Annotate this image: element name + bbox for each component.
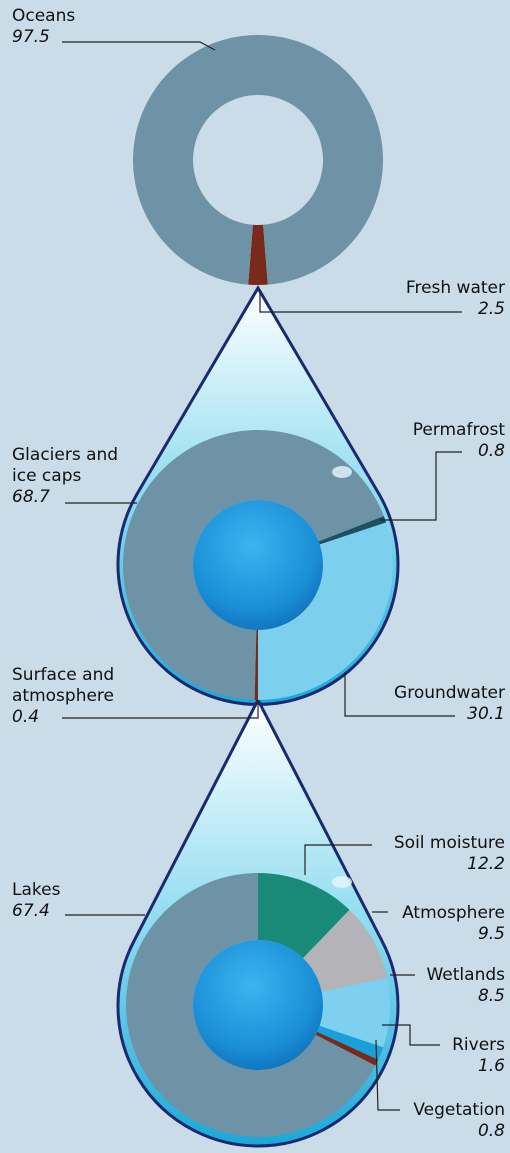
slice-name: Glaciers and ice caps	[12, 445, 137, 487]
slice-value: 8.5	[426, 986, 505, 1007]
slice-name: Oceans	[12, 6, 137, 27]
slice-name: Permafrost	[413, 420, 505, 441]
slice-value: 2.5	[406, 299, 505, 320]
slice-name: Surface and atmosphere	[12, 665, 137, 707]
slice-name: Atmosphere	[402, 903, 505, 924]
highlight	[332, 466, 352, 478]
slice-value: 9.5	[402, 924, 505, 945]
slice-value: 1.6	[452, 1056, 505, 1077]
slice-value: 30.1	[394, 704, 505, 725]
slice-name: Groundwater	[394, 683, 505, 704]
infographic: Fresh water2.5 Oceans97.5 Surface and atmo…	[0, 0, 510, 1153]
slice-value: 12.2	[394, 854, 505, 875]
water-ball	[193, 940, 323, 1070]
slice-value: 0.8	[413, 441, 505, 462]
slice-name: Vegetation	[413, 1100, 505, 1121]
slice-value: 0.4	[12, 707, 137, 728]
slice-value: 67.4	[12, 901, 137, 922]
slice-name: Soil moisture	[394, 833, 505, 854]
slice-name: Fresh water	[406, 278, 505, 299]
slice-value: 68.7	[12, 487, 137, 508]
slice-value: 97.5	[12, 27, 137, 48]
leader-line	[380, 452, 462, 520]
highlight	[332, 876, 352, 888]
water-ball	[193, 500, 323, 630]
slice-name: Lakes	[12, 880, 137, 901]
slice-value: 0.8	[413, 1121, 505, 1142]
slice-name: Wetlands	[426, 965, 505, 986]
slice-name: Rivers	[452, 1035, 505, 1056]
